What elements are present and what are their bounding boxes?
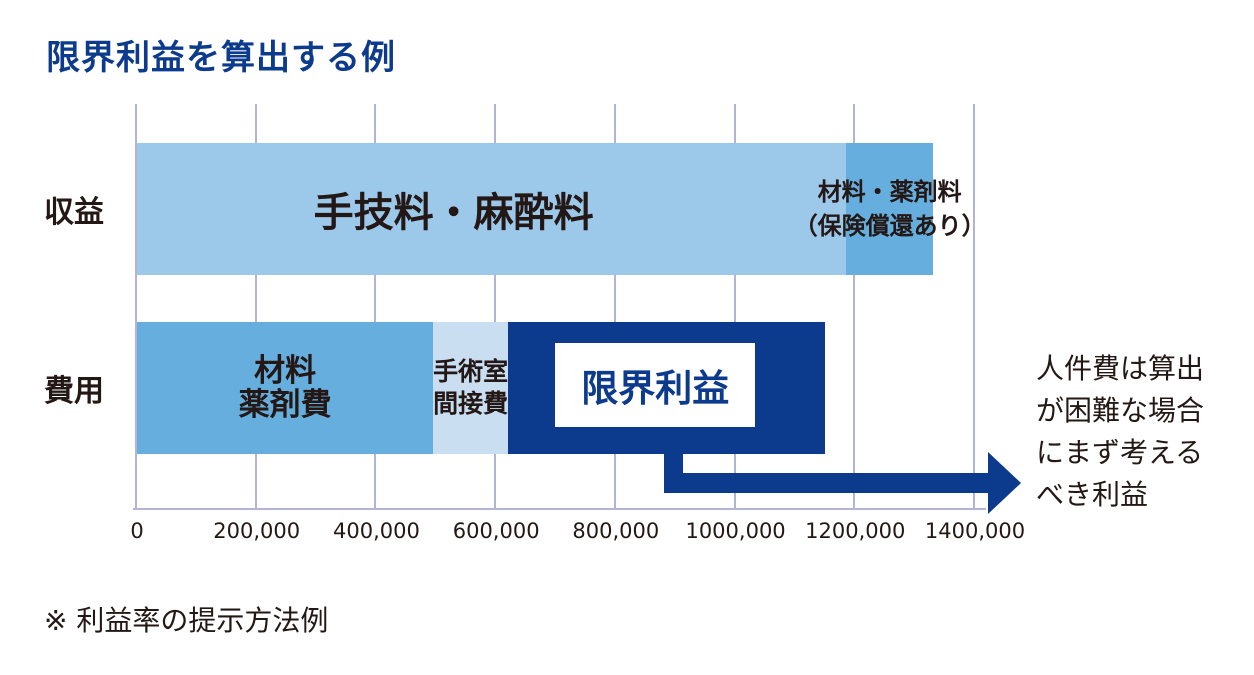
bar-segment-cost-1: 手術室 間接費 <box>433 322 508 454</box>
bar-segment-label-revenue-0: 手技料・麻酔料 <box>313 190 594 236</box>
marginal-profit-inner-box: 限界利益 <box>555 343 756 427</box>
x-axis-tick-label: 1400,000 <box>924 519 1026 543</box>
gridline-400000 <box>374 104 377 509</box>
x-axis-line <box>133 508 986 510</box>
bar-segment-revenue-0: 手技料・麻酔料 <box>137 143 847 275</box>
figure-title: 限界利益を算出する例 <box>46 38 396 78</box>
gridline-600000 <box>494 104 497 509</box>
bar-segment-label-cost-0: 材料 薬剤費 <box>238 353 332 423</box>
gridline-800000 <box>613 104 616 509</box>
x-axis-tick-labels: 0 200,000 400,000 600,000 800,000 1000,000 120… <box>0 519 1254 547</box>
bar-segment-cost-0: 材料 薬剤費 <box>137 322 434 454</box>
row-label-revenue: 収益 <box>44 195 104 230</box>
gridline-1000000 <box>733 104 736 509</box>
bar-segment-revenue-1: 材料・薬剤料 （保険償還あり） <box>794 143 986 275</box>
x-axis-tick-label: 800,000 <box>572 519 660 543</box>
row-label-cost: 費用 <box>44 374 104 409</box>
gridline-200000 <box>254 104 257 509</box>
x-axis-tick-label: 1000,000 <box>685 519 786 543</box>
x-axis-tick-label: 0 <box>130 519 144 543</box>
marginal-profit-label: 限界利益 <box>581 367 730 410</box>
x-axis-tick-label: 200,000 <box>213 519 301 543</box>
gridline-1200000 <box>853 104 856 509</box>
bar-segment-label-revenue-1: 材料・薬剤料 （保険償還あり） <box>793 178 986 240</box>
gridline-1400000 <box>973 104 975 509</box>
x-axis-tick-label: 600,000 <box>452 519 540 543</box>
x-axis-tick-label: 400,000 <box>333 519 420 543</box>
chart-plot-area: 限界利益 手技料・麻酔料 材料・薬剤料 （保険償還あり） 材料 薬剤費 手術室 間接費 <box>135 104 986 509</box>
bar-segment-label-cost-1: 手術室 間接費 <box>433 357 509 418</box>
marginal-profit-box: 限界利益 <box>508 322 826 454</box>
x-axis-tick-label: 1200,000 <box>805 519 906 543</box>
gridline-0 <box>135 104 137 509</box>
footnote: ※ 利益率の提示方法例 <box>44 604 329 637</box>
annotation-text: 人件費は算出 が困難な場合 にまず考える べき利益 <box>1036 352 1205 511</box>
